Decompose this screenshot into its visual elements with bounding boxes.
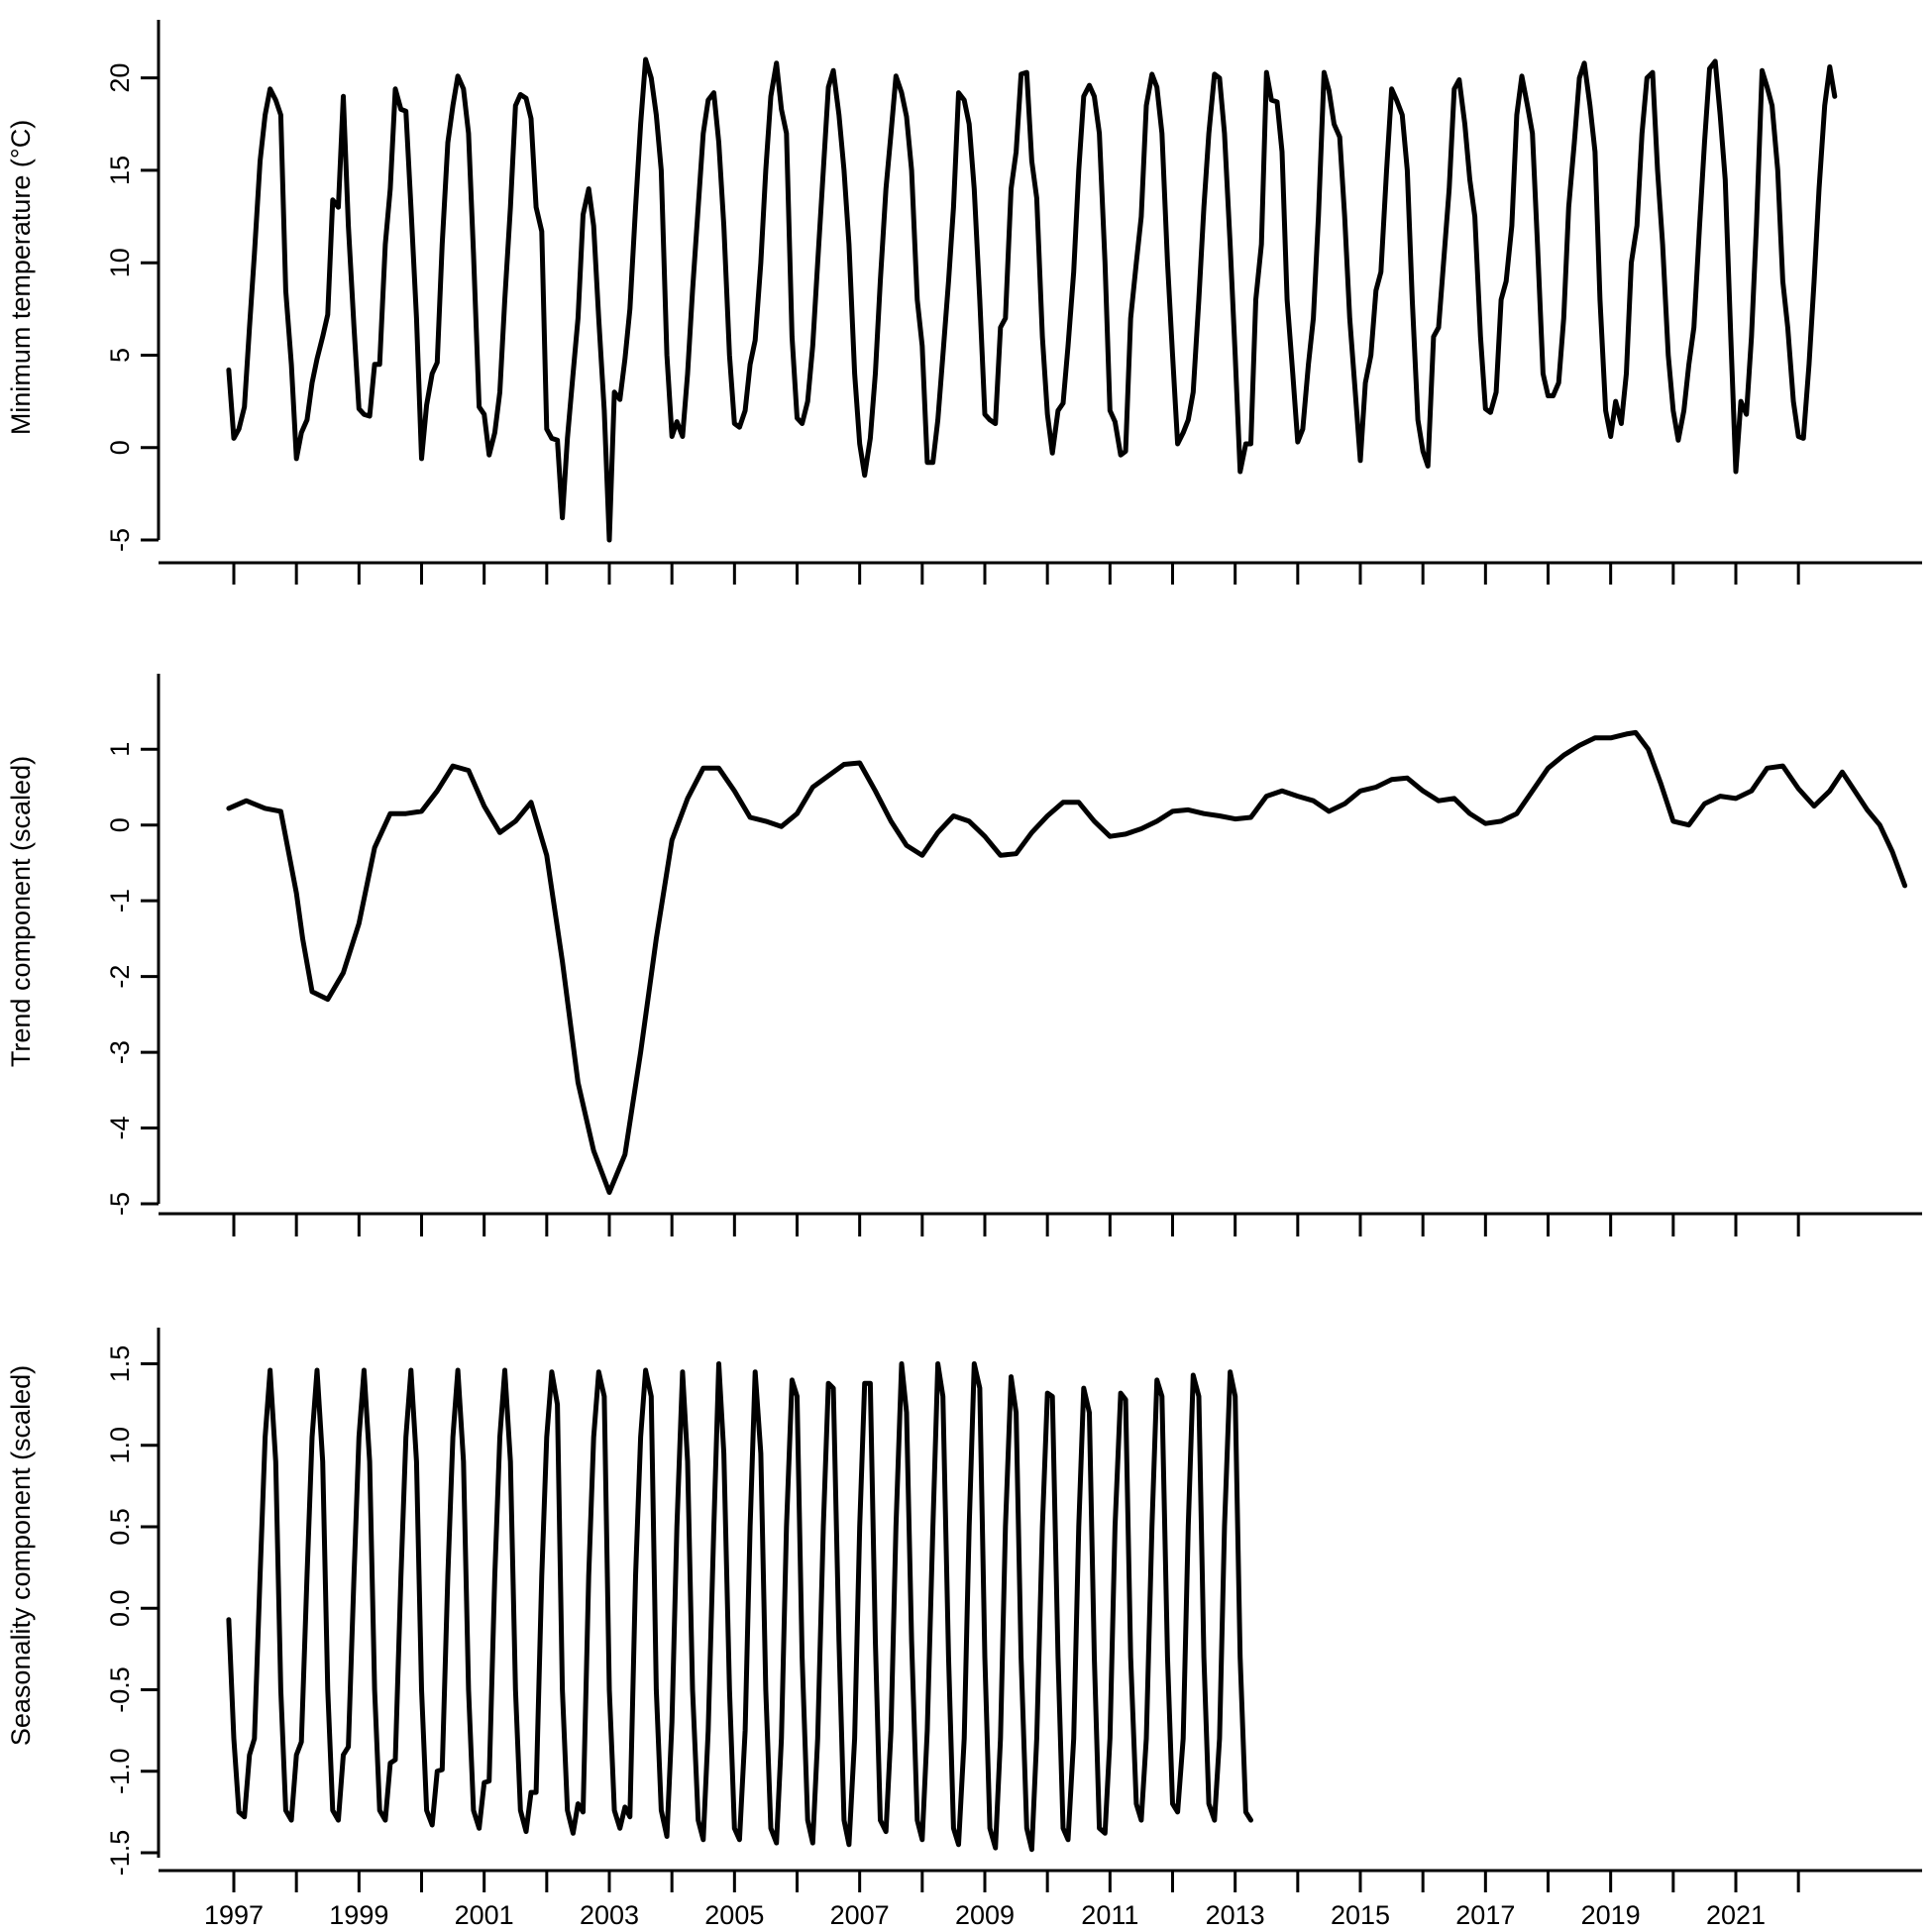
series-line xyxy=(226,1361,1253,1853)
y-tick-label: 15 xyxy=(105,156,135,185)
x-tick-label: 2007 xyxy=(830,1900,890,1930)
panel-trend-component: Trend component (scaled) -5 -4 -3 -2 -1 0 1 xyxy=(6,674,1922,1236)
x-tick-label: 2021 xyxy=(1706,1900,1766,1930)
y-axis-label: Trend component (scaled) xyxy=(6,756,36,1067)
y-tick-label: 0 xyxy=(105,440,135,455)
panel-seasonality-component: Seasonality component (scaled) -1.5 -1.0 -… xyxy=(6,1328,1922,1930)
x-tick-label: 2003 xyxy=(580,1900,639,1930)
y-tick-label: 0.0 xyxy=(105,1589,135,1627)
y-tick-label: -1.5 xyxy=(105,1830,135,1877)
y-tick-label: -3 xyxy=(105,1040,135,1064)
y-tick-label: 0.5 xyxy=(105,1508,135,1546)
y-tick-label: -2 xyxy=(105,965,135,989)
y-tick-label: -1 xyxy=(105,889,135,912)
series-line xyxy=(226,56,1838,543)
x-tick-label: 2005 xyxy=(704,1900,764,1930)
x-tick-label: 1999 xyxy=(329,1900,388,1930)
y-tick-label: -4 xyxy=(105,1117,135,1140)
x-tick-label: 2009 xyxy=(955,1900,1015,1930)
y-tick-label: -5 xyxy=(105,528,135,552)
x-tick-label: 2015 xyxy=(1331,1900,1390,1930)
x-tick-label: 2001 xyxy=(455,1900,514,1930)
y-tick-label: 1.0 xyxy=(105,1427,135,1464)
y-tick-label: 10 xyxy=(105,248,135,277)
panel-minimum-temperature: Minimum temperature (°C) -5 0 5 10 15 20 xyxy=(6,20,1922,585)
y-axis-label: Seasonality component (scaled) xyxy=(6,1365,36,1746)
x-tick-label: 2011 xyxy=(1081,1900,1138,1930)
y-tick-label: 5 xyxy=(105,348,135,363)
x-tick-label: 1997 xyxy=(204,1900,264,1930)
y-tick-label: -1.0 xyxy=(105,1748,135,1794)
y-axis-label: Minimum temperature (°C) xyxy=(6,120,36,435)
series-line xyxy=(226,729,1908,1195)
y-tick-label: -5 xyxy=(105,1192,135,1216)
y-tick-label: 0 xyxy=(105,817,135,832)
x-tick-label: 2019 xyxy=(1581,1900,1641,1930)
x-tick-label: 2013 xyxy=(1206,1900,1265,1930)
y-tick-label: 20 xyxy=(105,63,135,93)
y-tick-label: 1 xyxy=(105,742,135,757)
y-tick-label: 1.5 xyxy=(105,1345,135,1383)
y-tick-label: -0.5 xyxy=(105,1666,135,1713)
x-tick-label: 2017 xyxy=(1455,1900,1515,1930)
